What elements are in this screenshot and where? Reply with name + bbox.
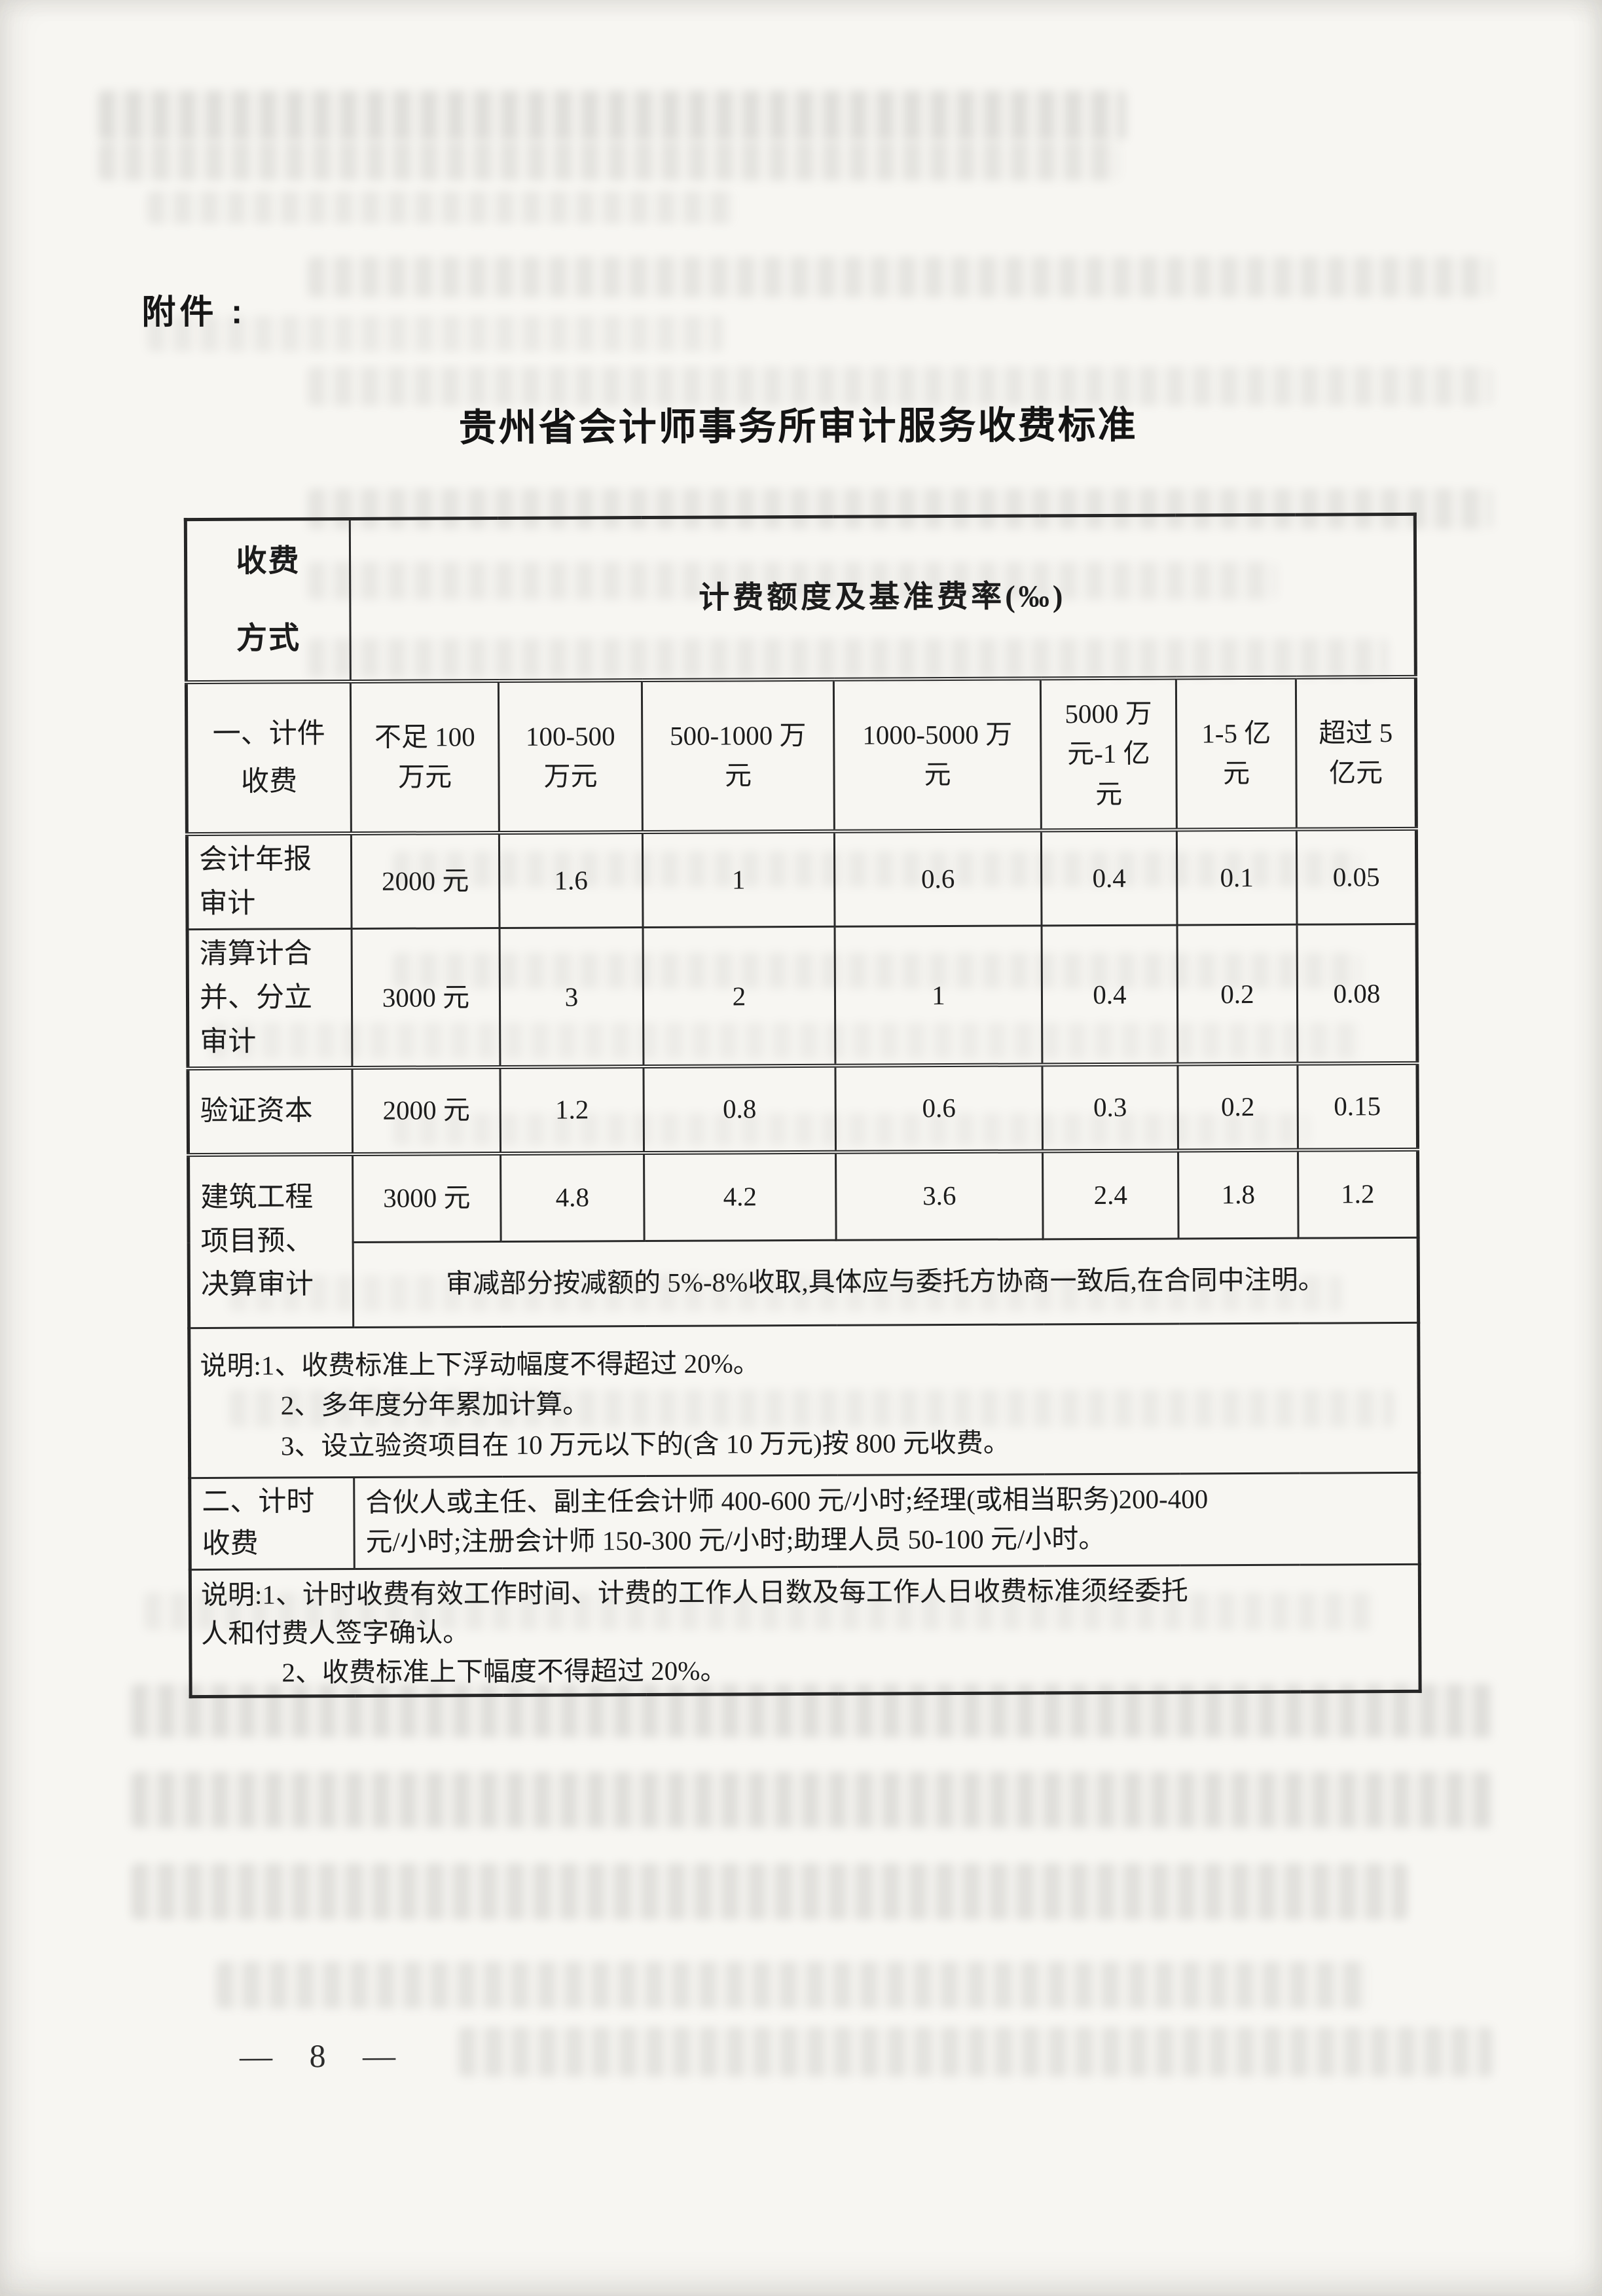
fee-value-cell: 1.2	[1298, 1150, 1419, 1238]
hourly-section-label-cell: 二、计时 收费	[189, 1477, 355, 1570]
fee-value-cell: 0.2	[1177, 1063, 1298, 1151]
row-label-construction-project-audit: 建筑工程 项目预、 决算审计	[188, 1154, 354, 1328]
page-title: 贵州省会计师事务所审计服务收费标准	[458, 403, 1138, 450]
fee-value-cell: 4.8	[500, 1153, 645, 1242]
amount-bracket-cell: 500-1000 万 元	[642, 679, 835, 833]
row-label-annual-report-audit: 会计年报 审计	[187, 833, 352, 930]
page-number: — 8 —	[239, 2037, 410, 2075]
piece-rate-section-label-cell: 一、计件 收费	[186, 681, 352, 835]
amount-bracket-cell: 不足 100 万元	[350, 681, 500, 833]
fee-value-cell: 3	[500, 927, 644, 1068]
fee-value-cell: 1.2	[500, 1066, 644, 1154]
piece-rate-notes-cell: 说明:1、收费标准上下浮动幅度不得超过 20%。 2、多年度分年累加计算。 3、…	[189, 1322, 1419, 1478]
fee-value-cell: 0.1	[1176, 829, 1298, 926]
amount-bracket-cell: 100-500 万元	[498, 680, 643, 833]
fee-value-cell: 0.6	[834, 830, 1042, 927]
fee-value-cell: 0.4	[1041, 829, 1178, 926]
table-row: 清算计合 并、分立 审计 3000 元 3 2 1 0.4 0.2 0.08	[187, 924, 1417, 1069]
fee-value-cell: 4.2	[644, 1152, 837, 1241]
fee-value-cell: 1	[835, 926, 1042, 1066]
amount-bracket-cell: 1-5 亿 元	[1176, 677, 1297, 830]
hourly-notes-cell: 说明:1、计时收费有效工作时间、计费的工作人日数及每工作人日收费标准须经委托 人…	[190, 1564, 1421, 1697]
fee-standard-table: 收费 方式 计费额度及基准费率(‰) 一、计件 收费 不足 100 万元 100…	[183, 512, 1422, 1699]
fee-value-cell: 1.6	[499, 832, 644, 928]
amount-bracket-cell: 5000 万 元-1 亿 元	[1040, 678, 1177, 831]
table-row: 验证资本 2000 元 1.2 0.8 0.6 0.3 0.2 0.15	[187, 1063, 1418, 1156]
fee-value-cell: 0.8	[643, 1065, 836, 1154]
fee-value-cell: 3.6	[835, 1151, 1044, 1240]
rate-header-cell: 计费额度及基准费率(‰)	[350, 514, 1416, 682]
table-row: 审减部分按减额的 5%-8%收取,具体应与委托方协商一致后,在合同中注明。	[189, 1237, 1419, 1328]
fee-value-cell: 3000 元	[352, 1154, 501, 1243]
fee-value-cell: 0.08	[1297, 924, 1417, 1064]
fee-value-cell: 0.15	[1297, 1063, 1418, 1150]
table-row: 说明:1、收费标准上下浮动幅度不得超过 20%。 2、多年度分年累加计算。 3、…	[189, 1322, 1419, 1478]
amount-bracket-cell: 超过 5 亿元	[1296, 676, 1417, 829]
amount-bracket-cell: 1000-5000 万 元	[833, 678, 1042, 831]
table-row: 一、计件 收费 不足 100 万元 100-500 万元 500-1000 万 …	[186, 676, 1417, 835]
construction-audit-note-cell: 审减部分按减额的 5%-8%收取,具体应与委托方协商一致后,在合同中注明。	[353, 1237, 1419, 1328]
fee-value-cell: 1	[642, 831, 835, 928]
fee-value-cell: 0.3	[1042, 1064, 1178, 1152]
row-label-liquidation-merger-audit: 清算计合 并、分立 审计	[187, 928, 352, 1069]
fee-value-cell: 0.6	[835, 1065, 1043, 1152]
charge-method-header-cell: 收费 方式	[185, 519, 351, 683]
table-row: 会计年报 审计 2000 元 1.6 1 0.6 0.4 0.1 0.05	[187, 828, 1417, 930]
fee-value-cell: 2	[643, 926, 835, 1067]
fee-value-cell: 3000 元	[352, 928, 500, 1068]
table-row: 收费 方式 计费额度及基准费率(‰)	[185, 514, 1416, 683]
hourly-rates-cell: 合伙人或主任、副主任会计师 400-600 元/小时;经理(或相当职务)200-…	[354, 1472, 1420, 1569]
attachment-label: 附件 :	[141, 293, 247, 332]
fee-value-cell: 0.2	[1177, 924, 1298, 1065]
row-label-capital-verification: 验证资本	[187, 1068, 353, 1156]
fee-value-cell: 2000 元	[352, 1067, 501, 1155]
fee-value-cell: 0.05	[1296, 828, 1417, 925]
fee-value-cell: 1.8	[1178, 1150, 1299, 1239]
fee-value-cell: 2.4	[1042, 1150, 1179, 1239]
fee-value-cell: 2000 元	[351, 833, 500, 929]
table-row: 二、计时 收费 合伙人或主任、副主任会计师 400-600 元/小时;经理(或相…	[189, 1472, 1420, 1570]
table-row: 建筑工程 项目预、 决算审计 3000 元 4.8 4.2 3.6 2.4 1.…	[188, 1150, 1419, 1328]
table-row: 说明:1、计时收费有效工作时间、计费的工作人日数及每工作人日收费标准须经委托 人…	[190, 1564, 1421, 1697]
fee-value-cell: 0.4	[1042, 925, 1178, 1065]
